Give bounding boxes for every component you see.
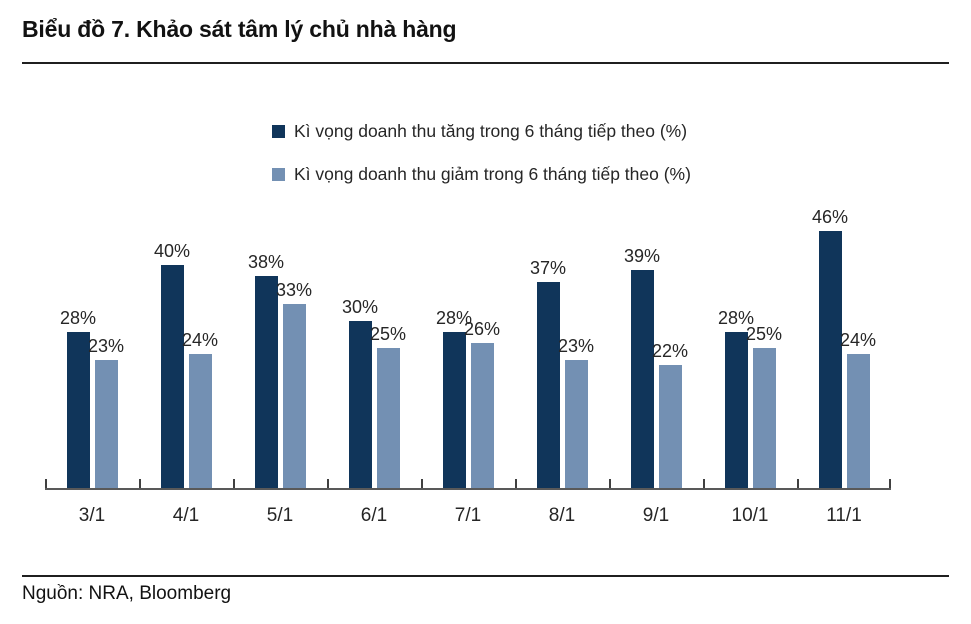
plot-area: 28% 23% 3/1 40% 24% 4/1 38% 33% 5/1 30% 25% 6/1 28% 2… <box>45 207 891 526</box>
bar-value-label: 24% <box>839 330 877 350</box>
x-axis-label: 5/1 <box>266 505 294 526</box>
bar-increase: 40% <box>154 241 190 488</box>
bar-decrease: 26% <box>464 319 500 488</box>
chart-title: Biểu đồ 7. Khảo sát tâm lý chủ nhà hàng <box>22 16 457 42</box>
bar-value-label: 22% <box>651 341 689 361</box>
bar-group: 28% 23% 3/1 <box>45 209 139 526</box>
bar-increase: 28% <box>436 308 472 488</box>
legend-item-decrease: Kì vọng doanh thu giảm trong 6 tháng tiế… <box>272 164 691 185</box>
legend-swatch-decrease <box>272 168 285 181</box>
bar-decrease: 33% <box>276 280 312 488</box>
bar-increase: 38% <box>248 252 284 488</box>
bar-increase: 37% <box>530 258 566 488</box>
bar-value-label: 25% <box>369 324 407 344</box>
bar-group: 28% 26% 7/1 <box>421 209 515 526</box>
bar-group: 40% 24% 4/1 <box>139 209 233 526</box>
x-axis-label: 4/1 <box>172 505 200 526</box>
axis-tick <box>797 479 799 488</box>
bar-increase: 28% <box>718 308 754 488</box>
footer-divider <box>22 575 949 577</box>
axis-tick <box>421 479 423 488</box>
bar-value-label: 46% <box>811 207 849 227</box>
legend-swatch-increase <box>272 125 285 138</box>
x-axis-label: 11/1 <box>826 505 862 526</box>
bar-increase: 28% <box>60 308 96 488</box>
bar-group: 38% 33% 5/1 <box>233 209 327 526</box>
bar-value-label: 28% <box>717 308 755 328</box>
axis-tick <box>609 479 611 488</box>
x-axis-label: 9/1 <box>642 505 670 526</box>
axis-tick <box>889 479 891 488</box>
axis-tick <box>139 479 141 488</box>
bar-value-label: 37% <box>529 258 567 278</box>
x-axis-label: 10/1 <box>731 505 769 526</box>
bar-decrease: 22% <box>652 341 688 488</box>
bar-value-label: 38% <box>247 252 285 272</box>
x-axis-label: 7/1 <box>454 505 482 526</box>
legend-item-increase: Kì vọng doanh thu tăng trong 6 tháng tiế… <box>272 121 691 142</box>
bar-decrease: 24% <box>182 330 218 488</box>
source-note: Nguồn: NRA, Bloomberg <box>22 583 232 604</box>
bar-value-label: 28% <box>435 308 473 328</box>
axis-tick <box>233 479 235 488</box>
bar-decrease: 23% <box>558 336 594 488</box>
legend-label-decrease: Kì vọng doanh thu giảm trong 6 tháng tiế… <box>294 164 691 184</box>
bar-increase: 46% <box>812 207 848 488</box>
axis-tick <box>515 479 517 488</box>
x-axis-label: 6/1 <box>360 505 388 526</box>
bar-increase: 39% <box>624 246 660 488</box>
bar-value-label: 23% <box>87 336 125 356</box>
bar-group: 37% 23% 8/1 <box>515 209 609 526</box>
chart-legend: Kì vọng doanh thu tăng trong 6 tháng tiế… <box>272 121 691 185</box>
title-divider <box>22 62 949 64</box>
bar-value-label: 26% <box>463 319 501 339</box>
bar-group: 39% 22% 9/1 <box>609 209 703 526</box>
bar-decrease: 24% <box>840 330 876 488</box>
axis-tick <box>45 479 47 488</box>
bar-value-label: 40% <box>153 241 191 261</box>
bar-group: 46% 24% 11/1 <box>797 207 891 526</box>
axis-tick <box>327 479 329 488</box>
bar-value-label: 23% <box>557 336 595 356</box>
bar-value-label: 28% <box>59 308 97 328</box>
bar-value-label: 30% <box>341 297 379 317</box>
bar-group: 30% 25% 6/1 <box>327 209 421 526</box>
legend-label-increase: Kì vọng doanh thu tăng trong 6 tháng tiế… <box>294 121 688 141</box>
bar-value-label: 39% <box>623 246 661 266</box>
x-axis-label: 3/1 <box>78 505 106 526</box>
bar-decrease: 25% <box>746 324 782 488</box>
bar-value-label: 24% <box>181 330 219 350</box>
bar-group: 28% 25% 10/1 <box>703 209 797 526</box>
x-axis-label: 8/1 <box>548 505 576 526</box>
axis-tick <box>703 479 705 488</box>
bar-increase: 30% <box>342 297 378 488</box>
bar-value-label: 33% <box>275 280 313 300</box>
bar-decrease: 23% <box>88 336 124 488</box>
bar-decrease: 25% <box>370 324 406 488</box>
bar-value-label: 25% <box>745 324 783 344</box>
